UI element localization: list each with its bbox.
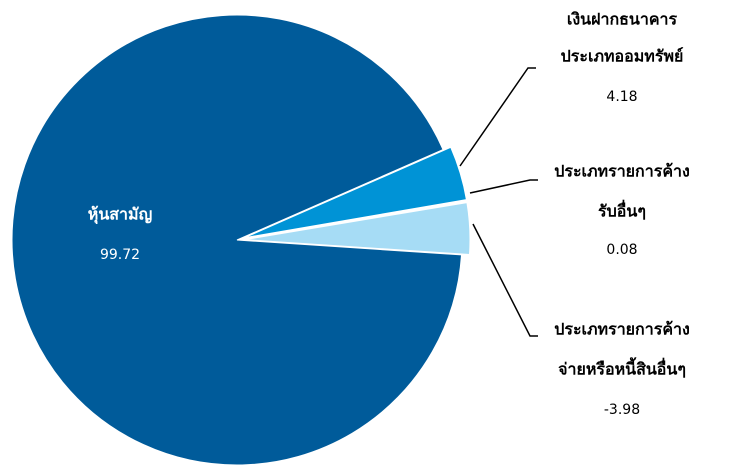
slice-label: ประเภทออมทรัพย์ bbox=[561, 47, 684, 66]
value-label: 0.08 bbox=[606, 242, 637, 258]
value-label: 4.18 bbox=[606, 89, 637, 105]
value-label: -3.98 bbox=[604, 402, 640, 418]
leader-line bbox=[459, 67, 536, 167]
slice-label: รับอื่นๆ bbox=[598, 200, 646, 221]
slice-label: หุ้นสามัญ bbox=[88, 205, 152, 225]
pie-slice bbox=[244, 146, 467, 239]
slice-label: เงินฝากธนาคาร bbox=[567, 10, 678, 29]
value-label: 99.72 bbox=[100, 247, 140, 263]
pie-slice bbox=[244, 200, 468, 240]
pie-slice bbox=[11, 14, 463, 466]
pie-slice bbox=[244, 202, 471, 256]
slice-label: ประเภทรายการค้าง bbox=[554, 320, 690, 339]
slice-label: จ่ายหรือหนี้สินอื่นๆ bbox=[558, 357, 686, 379]
leader-line bbox=[472, 223, 538, 337]
slice-label: ประเภทรายการค้าง bbox=[554, 162, 690, 181]
leader-line bbox=[469, 179, 538, 194]
